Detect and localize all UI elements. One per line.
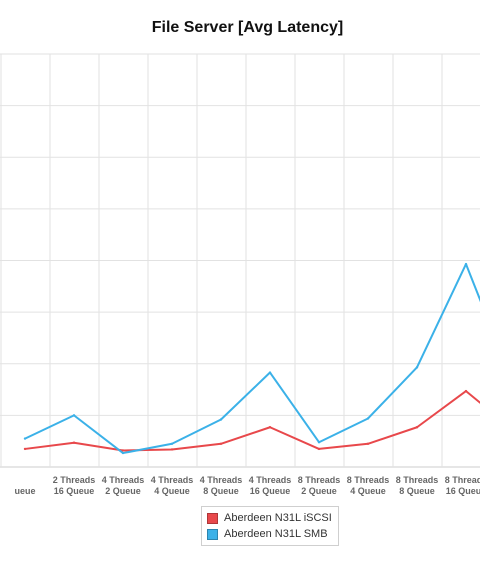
x-tick-text: 8 Threads	[347, 475, 390, 485]
x-tick-text: 8 Queue	[203, 486, 239, 496]
x-tick-text: 8 Threads	[396, 475, 439, 485]
data-point-iscsi[interactable]	[317, 447, 321, 451]
x-tick-text: 16 Queue	[250, 486, 291, 496]
legend-label-iscsi: Aberdeen N31L iSCSI	[224, 512, 332, 524]
x-tick-text: 2 Queue	[301, 486, 337, 496]
data-point-smb[interactable]	[23, 437, 27, 440]
data-point-smb[interactable]	[219, 418, 223, 421]
x-tick-text: 4 Threads	[102, 475, 145, 485]
x-tick-text: 4 Threads	[249, 475, 292, 485]
x-tick-text: 8 Threads	[445, 475, 480, 485]
grid-lines	[0, 53, 480, 468]
legend-swatch-smb	[207, 528, 218, 540]
x-tick-text: ueue	[14, 486, 35, 496]
x-tick-text: 4 Queue	[154, 486, 190, 496]
data-point-smb[interactable]	[366, 417, 370, 420]
x-tick-text: 4 Threads	[200, 475, 243, 485]
data-point-iscsi[interactable]	[121, 449, 125, 452]
x-tick-text: 8 Queue	[399, 486, 435, 496]
series-layer	[23, 262, 480, 455]
x-tick-text: 4 Threads	[151, 475, 194, 485]
data-point-smb[interactable]	[415, 366, 419, 369]
x-tick-text: 8 Threads	[298, 475, 341, 485]
data-point-iscsi[interactable]	[219, 442, 223, 445]
x-tick-text: 4 Queue	[350, 486, 386, 496]
data-point-smb[interactable]	[121, 451, 125, 455]
x-tick-text: 16 Queue	[446, 486, 480, 496]
legend-label-smb: Aberdeen N31L SMB	[224, 528, 328, 540]
data-point-smb[interactable]	[170, 442, 174, 445]
legend: Aberdeen N31L iSCSI Aberdeen N31L SMB	[201, 506, 339, 546]
data-point-iscsi[interactable]	[268, 426, 272, 429]
legend-item-smb[interactable]: Aberdeen N31L SMB	[207, 526, 333, 542]
x-tick-text: 2 Queue	[105, 486, 141, 496]
x-tick-text: 16 Queue	[54, 486, 95, 496]
x-tick-text: 2 Threads	[53, 475, 96, 485]
series-line-iscsi	[24, 390, 480, 452]
data-point-smb[interactable]	[72, 414, 76, 417]
data-point-iscsi[interactable]	[366, 442, 370, 445]
series-line-smb	[24, 263, 480, 455]
data-point-smb[interactable]	[317, 441, 321, 444]
legend-swatch-iscsi	[207, 512, 218, 524]
data-point-iscsi[interactable]	[170, 448, 174, 451]
data-point-iscsi[interactable]	[464, 389, 468, 393]
data-point-iscsi[interactable]	[415, 426, 419, 429]
data-point-iscsi[interactable]	[72, 441, 76, 444]
data-point-iscsi[interactable]	[23, 447, 27, 451]
chart-title: File Server [Avg Latency]	[151, 19, 344, 36]
x-tick-label: ueue	[14, 486, 35, 496]
data-point-smb[interactable]	[464, 262, 468, 266]
data-point-smb[interactable]	[268, 371, 272, 374]
legend-item-iscsi[interactable]: Aberdeen N31L iSCSI	[207, 510, 333, 526]
